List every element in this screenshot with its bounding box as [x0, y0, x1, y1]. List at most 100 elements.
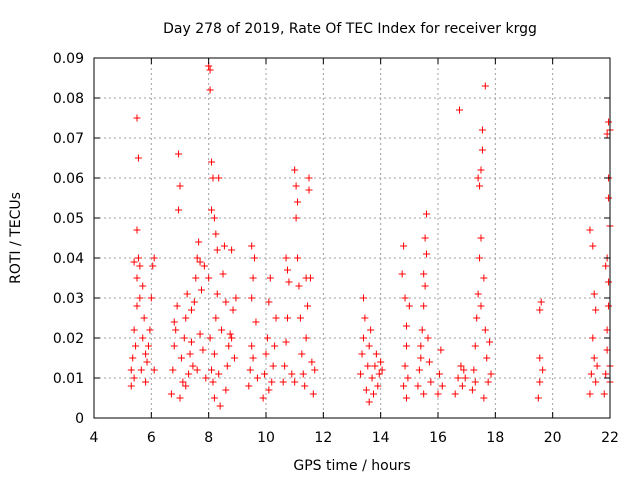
data-point [478, 126, 486, 134]
data-point [367, 326, 375, 334]
data-point [471, 342, 479, 350]
data-point [180, 334, 188, 342]
data-point [471, 378, 479, 386]
data-point [299, 370, 307, 378]
data-point [421, 282, 429, 290]
data-point [136, 294, 144, 302]
data-point [134, 154, 142, 162]
data-point [285, 278, 293, 286]
data-point [183, 290, 191, 298]
data-point [212, 314, 220, 322]
data-point [537, 298, 545, 306]
data-point [402, 394, 410, 402]
data-point [282, 254, 290, 262]
y-tick-label: 0.02 [53, 331, 84, 347]
data-point [288, 370, 296, 378]
data-point [483, 354, 491, 362]
data-point [208, 366, 216, 374]
data-point [481, 82, 489, 90]
data-point [486, 338, 494, 346]
data-point [423, 210, 431, 218]
data-point [149, 262, 157, 270]
y-tick-label: 0.05 [53, 211, 84, 227]
x-tick-label: 20 [544, 430, 562, 446]
data-point [208, 206, 216, 214]
data-point [206, 334, 214, 342]
data-point [401, 294, 409, 302]
axis-ticks: 4 6 8 10 12 14 16 18 20 22 0 0.01 0.02 0.03 0.04 0.05 0.… [53, 51, 619, 446]
data-point [605, 194, 613, 202]
data-point [587, 370, 595, 378]
data-point [401, 362, 409, 370]
data-point [225, 342, 233, 350]
data-point [136, 262, 144, 270]
data-point [402, 342, 410, 350]
data-point [451, 390, 459, 398]
data-point [357, 370, 365, 378]
data-point [415, 366, 423, 374]
data-point [133, 302, 141, 310]
data-point [371, 362, 379, 370]
grid-lines [94, 58, 610, 418]
data-point [248, 342, 256, 350]
data-point [230, 354, 238, 362]
data-point [435, 370, 443, 378]
data-point [420, 390, 428, 398]
data-point [200, 262, 208, 270]
data-point [302, 334, 310, 342]
data-point [458, 382, 466, 390]
data-point [209, 378, 217, 386]
data-point [534, 394, 542, 402]
data-point [172, 326, 180, 334]
data-point [365, 342, 373, 350]
y-axis-label: ROTI / TECUs [8, 192, 24, 284]
data-point [476, 182, 484, 190]
data-point [417, 342, 425, 350]
data-point [420, 302, 428, 310]
data-point [139, 282, 147, 290]
data-point [602, 262, 610, 270]
data-point [359, 294, 367, 302]
data-point [150, 254, 158, 262]
y-tick-label: 0.06 [53, 171, 84, 187]
data-point [137, 366, 145, 374]
data-point [193, 254, 201, 262]
data-point [437, 346, 445, 354]
data-point [402, 322, 410, 330]
data-point [219, 270, 227, 278]
data-point [212, 230, 220, 238]
plot-frame [93, 57, 611, 419]
data-point [216, 402, 224, 410]
data-point [206, 86, 214, 94]
data-point [213, 246, 221, 254]
x-tick-label: 22 [601, 430, 619, 446]
data-point [539, 366, 547, 374]
y-tick-label: 0.07 [53, 131, 84, 147]
data-point [176, 394, 184, 402]
data-point [246, 366, 254, 374]
data-point [454, 374, 462, 382]
data-point [206, 66, 214, 74]
x-tick-label: 10 [257, 430, 275, 446]
data-point [196, 258, 204, 266]
data-point [605, 302, 613, 310]
data-point [590, 354, 598, 362]
data-point [423, 250, 431, 258]
data-point [248, 294, 256, 302]
data-point [210, 350, 218, 358]
data-point [269, 362, 277, 370]
data-point [456, 106, 463, 114]
data-point [359, 334, 367, 342]
data-point [262, 350, 270, 358]
data-point [372, 350, 380, 358]
data-point [229, 306, 237, 314]
data-point [418, 326, 426, 334]
data-point [220, 242, 228, 250]
data-point [196, 330, 204, 338]
data-point [130, 374, 138, 382]
data-point [477, 166, 485, 174]
data-point [147, 294, 155, 302]
data-point [282, 338, 290, 346]
data-point [358, 350, 366, 358]
